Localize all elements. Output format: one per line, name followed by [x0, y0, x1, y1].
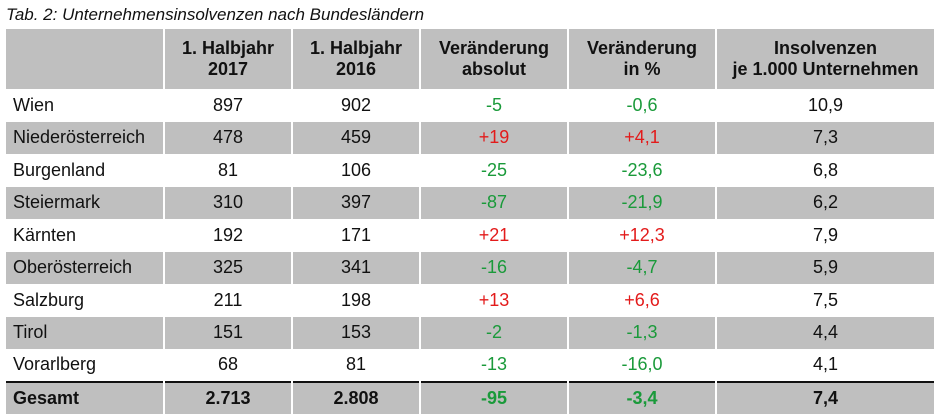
cell-per-1000: 7,3	[715, 121, 934, 154]
table-caption: Tab. 2: Unternehmensinsolvenzen nach Bun…	[6, 5, 425, 24]
cell-per-1000: 7,9	[715, 219, 934, 252]
header-2017-line2: 2017	[207, 59, 249, 79]
cell-change-percent: -16,0	[567, 349, 716, 382]
insolvency-table: 1. Halbjahr 2017 1. Halbjahr 2016 Veränder…	[6, 29, 934, 414]
cell-change-percent: -0,6	[567, 89, 716, 122]
header-2016: 1. Halbjahr 2016	[291, 29, 420, 89]
header-region	[6, 29, 164, 89]
cell-change-percent: +12,3	[567, 219, 716, 252]
cell-2017: 310	[163, 186, 292, 219]
cell-2016: 106	[291, 154, 420, 187]
cell-per-1000: 5,9	[715, 251, 934, 284]
cell-2017: 325	[163, 251, 292, 284]
cell-2017: 2.713	[163, 380, 292, 414]
cell-per-1000: 10,9	[715, 89, 934, 122]
cell-region: Kärnten	[13, 224, 77, 245]
table-row: Tirol 151 153 -2 -1,3 4,4	[6, 316, 934, 349]
table-row: Steiermark 310 397 -87 -21,9 6,2	[6, 186, 934, 219]
cell-change-absolute: -25	[419, 154, 568, 187]
cell-2016: 198	[291, 284, 420, 317]
cell-region: Steiermark	[6, 186, 164, 219]
cell-region: Tirol	[6, 316, 164, 349]
cell-change-absolute: -16	[419, 251, 568, 284]
cell-2017: 211	[163, 284, 292, 317]
cell-region: Salzburg	[13, 289, 85, 310]
cell-change-percent: -3,4	[567, 380, 716, 414]
header-per-1000: Insolvenzen je 1.000 Unternehmen	[715, 29, 934, 89]
header-per-1000-line2: je 1.000 Unternehmen	[732, 59, 919, 79]
cell-per-1000: 4,1	[715, 349, 934, 382]
cell-per-1000: 6,8	[715, 154, 934, 187]
header-change-percent-line1: Veränderung	[586, 38, 698, 58]
cell-change-percent: -4,7	[567, 251, 716, 284]
cell-2016: 459	[291, 121, 420, 154]
header-row: 1. Halbjahr 2017 1. Halbjahr 2016 Veränder…	[6, 29, 934, 89]
cell-2016: 902	[291, 89, 420, 122]
cell-change-absolute: -87	[419, 186, 568, 219]
header-2016-line2: 2016	[335, 59, 377, 79]
header-change-percent-line2: in %	[623, 59, 661, 79]
cell-region: Vorarlberg	[13, 354, 97, 375]
header-change-absolute: Veränderung absolut	[419, 29, 568, 89]
cell-change-absolute: -2	[419, 316, 568, 349]
cell-2016: 341	[291, 251, 420, 284]
table-row: Kärnten 192 171 +21 +12,3 7,9	[6, 219, 934, 252]
cell-region: Burgenland	[13, 159, 106, 180]
cell-region: Wien	[13, 94, 55, 115]
header-change-absolute-line1: Veränderung	[438, 38, 550, 58]
header-change-absolute-line2: absolut	[461, 59, 526, 79]
table-row: Vorarlberg 68 81 -13 -16,0 4,1	[6, 349, 934, 382]
table-row: Burgenland 81 106 -25 -23,6 6,8	[6, 154, 934, 187]
cell-2017: 897	[163, 89, 292, 122]
header-per-1000-line1: Insolvenzen	[773, 38, 878, 58]
table-row: Salzburg 211 198 +13 +6,6 7,5	[6, 284, 934, 317]
cell-region: Niederösterreich	[6, 121, 164, 154]
cell-region: Oberösterreich	[6, 251, 164, 284]
cell-2017: 68	[163, 349, 292, 382]
cell-change-absolute: -13	[419, 349, 568, 382]
cell-per-1000: 4,4	[715, 316, 934, 349]
cell-change-absolute: -95	[419, 380, 568, 414]
cell-2017: 192	[163, 219, 292, 252]
table-row: Wien 897 902 -5 -0,6 10,9	[6, 89, 934, 122]
cell-2017: 81	[163, 154, 292, 187]
cell-per-1000: 7,5	[715, 284, 934, 317]
cell-2016: 81	[291, 349, 420, 382]
table-row: Oberösterreich 325 341 -16 -4,7 5,9	[6, 251, 934, 284]
table-row: Niederösterreich 478 459 +19 +4,1 7,3	[6, 121, 934, 154]
header-2016-line1: 1. Halbjahr	[309, 38, 403, 58]
cell-per-1000: 6,2	[715, 186, 934, 219]
cell-change-percent: +4,1	[567, 121, 716, 154]
cell-change-absolute: +21	[419, 219, 568, 252]
table-body: Wien 897 902 -5 -0,6 10,9 Niederösterrei…	[6, 89, 934, 414]
total-row: Gesamt 2.713 2.808 -95 -3,4 7,4	[6, 380, 934, 414]
cell-region: Gesamt	[6, 380, 164, 414]
cell-change-percent: -21,9	[567, 186, 716, 219]
cell-2016: 153	[291, 316, 420, 349]
cell-2016: 171	[291, 219, 420, 252]
cell-change-absolute: -5	[419, 89, 568, 122]
cell-2017: 151	[163, 316, 292, 349]
cell-change-percent: -23,6	[567, 154, 716, 187]
header-change-percent: Veränderung in %	[567, 29, 716, 89]
cell-change-percent: -1,3	[567, 316, 716, 349]
cell-2016: 397	[291, 186, 420, 219]
cell-per-1000: 7,4	[715, 380, 934, 414]
cell-2017: 478	[163, 121, 292, 154]
cell-change-absolute: +13	[419, 284, 568, 317]
header-2017: 1. Halbjahr 2017	[163, 29, 292, 89]
cell-change-absolute: +19	[419, 121, 568, 154]
header-2017-line1: 1. Halbjahr	[181, 38, 275, 58]
cell-2016: 2.808	[291, 380, 420, 414]
cell-change-percent: +6,6	[567, 284, 716, 317]
